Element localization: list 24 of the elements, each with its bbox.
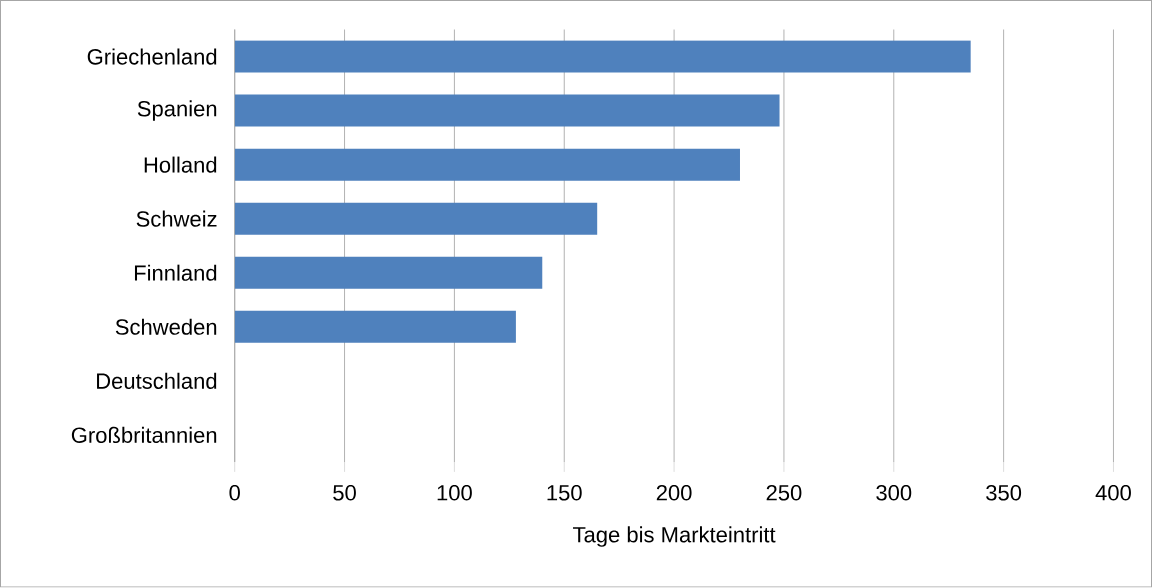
bar (234, 256, 543, 290)
x-tick-label: 100 (437, 485, 472, 501)
x-tick-label: 400 (1095, 485, 1131, 501)
x-tick-label: 150 (547, 485, 582, 501)
y-tick-label: Spanien (137, 100, 217, 122)
y-tick-label: Schweiz (136, 210, 217, 228)
x-axis-title: Tage bis Markteintritt (573, 526, 776, 548)
x-tick-label: 50 (333, 485, 356, 501)
x-tick-label: 250 (766, 485, 802, 501)
x-tick-label: 0 (229, 485, 240, 501)
x-tick-label: 300 (876, 485, 912, 501)
x-tick-label: 200 (656, 485, 692, 501)
bar (234, 148, 740, 181)
x-tick-label: 350 (986, 485, 1022, 501)
y-tick-label: Holland (144, 156, 217, 173)
y-tick-label: Deutschland (97, 373, 217, 390)
bar (234, 311, 516, 344)
y-tick-label: Finnland (134, 264, 217, 282)
bar (234, 202, 598, 235)
y-tick-label: Griechenland (87, 48, 217, 65)
y-tick-label: Schweden (115, 318, 217, 336)
bar (234, 94, 780, 127)
y-tick-label: Großbritannien (71, 427, 217, 444)
bar (234, 40, 971, 73)
